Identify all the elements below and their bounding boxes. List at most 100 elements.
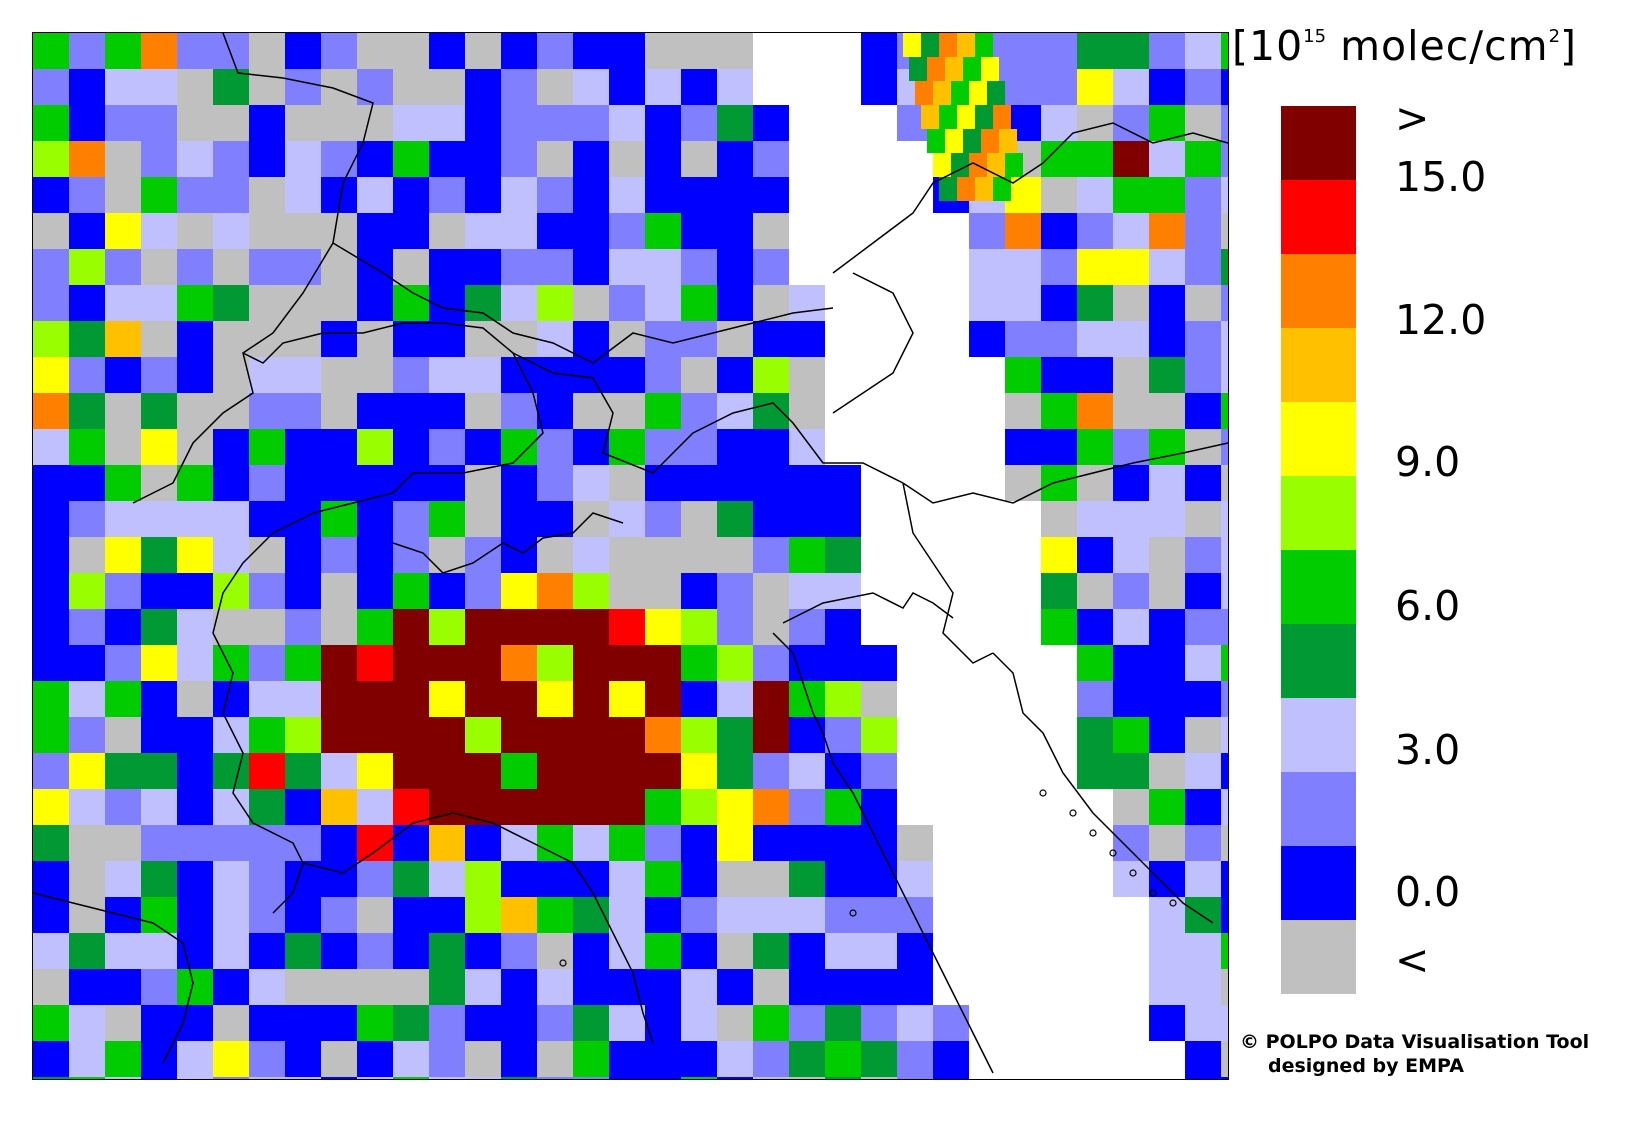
data-pixel — [753, 501, 789, 537]
data-pixel — [105, 933, 141, 969]
data-pixel — [285, 177, 321, 213]
data-pixel — [1185, 789, 1221, 825]
data-pixel — [321, 825, 357, 861]
data-pixel — [105, 465, 141, 501]
data-pixel — [393, 213, 429, 249]
data-pixel — [897, 1077, 933, 1079]
data-pixel — [537, 753, 573, 789]
data-pixel — [1077, 609, 1113, 645]
legend-label-12: 12.0 — [1395, 296, 1487, 344]
data-pixel — [717, 609, 753, 645]
data-pixel — [1149, 213, 1185, 249]
data-pixel — [285, 573, 321, 609]
data-pixel — [213, 357, 249, 393]
data-pixel — [1077, 357, 1113, 393]
data-pixel — [69, 177, 105, 213]
data-pixel — [1113, 141, 1149, 177]
data-pixel — [1041, 321, 1077, 357]
data-pixel — [393, 429, 429, 465]
data-pixel — [537, 393, 573, 429]
data-pixel — [249, 897, 285, 933]
map-panel[interactable] — [32, 32, 1229, 1080]
data-pixel — [861, 69, 897, 105]
data-pixel — [249, 429, 285, 465]
data-pixel — [321, 357, 357, 393]
data-pixel — [573, 609, 609, 645]
data-pixel — [213, 249, 249, 285]
data-pixel — [1113, 717, 1149, 753]
data-pixel — [573, 141, 609, 177]
data-pixel — [1077, 573, 1113, 609]
data-pixel — [537, 681, 573, 717]
data-pixel — [573, 789, 609, 825]
data-pixel — [177, 933, 213, 969]
data-pixel — [285, 897, 321, 933]
data-pixel — [213, 861, 249, 897]
data-pixel — [33, 69, 69, 105]
data-pixel — [717, 321, 753, 357]
data-pixel — [1185, 825, 1221, 861]
data-pixel — [501, 249, 537, 285]
data-pixel — [33, 141, 69, 177]
data-pixel — [105, 213, 141, 249]
data-pixel — [1185, 249, 1221, 285]
data-pixel — [177, 537, 213, 573]
swath-pixel — [975, 105, 993, 129]
data-pixel — [33, 933, 69, 969]
data-pixel — [537, 1005, 573, 1041]
swath-pixel — [957, 177, 975, 201]
data-pixel — [717, 1077, 753, 1079]
data-pixel — [501, 1041, 537, 1077]
data-pixel — [825, 537, 861, 573]
data-pixel — [1221, 825, 1228, 861]
data-pixel — [105, 537, 141, 573]
data-pixel — [681, 537, 717, 573]
data-pixel — [69, 393, 105, 429]
data-pixel — [285, 141, 321, 177]
data-pixel — [321, 141, 357, 177]
data-pixel — [69, 897, 105, 933]
data-pixel — [429, 609, 465, 645]
data-pixel — [69, 141, 105, 177]
data-pixel — [1221, 1041, 1228, 1077]
data-pixel — [1149, 177, 1185, 213]
data-pixel — [1077, 285, 1113, 321]
data-pixel — [393, 969, 429, 1005]
data-pixel — [33, 1005, 69, 1041]
data-pixel — [609, 69, 645, 105]
data-pixel — [285, 1077, 321, 1079]
data-pixel — [177, 681, 213, 717]
data-pixel — [609, 681, 645, 717]
data-pixel — [465, 69, 501, 105]
data-pixel — [1185, 69, 1221, 105]
data-pixel — [249, 1005, 285, 1041]
border-line — [132, 33, 374, 504]
data-pixel — [645, 609, 681, 645]
data-pixel — [357, 429, 393, 465]
data-pixel — [141, 1005, 177, 1041]
data-pixel — [33, 681, 69, 717]
data-pixel — [1221, 501, 1228, 537]
data-pixel — [825, 1005, 861, 1041]
data-pixel — [789, 861, 825, 897]
data-pixel — [285, 105, 321, 141]
data-pixel — [501, 645, 537, 681]
data-pixel — [69, 537, 105, 573]
data-pixel — [249, 825, 285, 861]
swath-pixel — [987, 153, 1005, 177]
border-line — [902, 442, 1228, 504]
data-pixel — [141, 861, 177, 897]
data-pixel — [645, 1041, 681, 1077]
data-pixel — [285, 465, 321, 501]
data-pixel — [1113, 33, 1149, 69]
data-pixel — [213, 645, 249, 681]
data-pixel — [1221, 465, 1228, 501]
data-pixel — [429, 1077, 465, 1079]
data-pixel — [753, 429, 789, 465]
data-pixel — [753, 213, 789, 249]
border-line — [772, 632, 994, 1074]
data-pixel — [825, 789, 861, 825]
data-pixel — [177, 429, 213, 465]
data-pixel — [33, 285, 69, 321]
data-pixel — [285, 285, 321, 321]
